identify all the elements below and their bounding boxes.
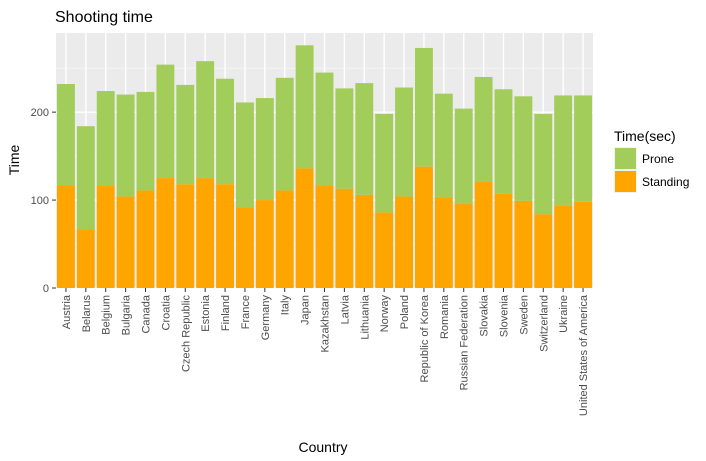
bar-prone-ukraine [554,95,573,206]
x-tick-label: Russian Federation [459,295,471,390]
bar-prone-japan [295,45,314,169]
x-tick-label: Lithuania [359,294,371,340]
bar-prone-estonia [196,61,215,179]
x-tick-label: Croatia [160,294,172,330]
bar-standing-germany [255,200,274,288]
bar-standing-norway [375,212,394,288]
bar-standing-republic-of-korea [414,166,433,288]
x-tick-label: Japan [300,295,312,325]
x-tick-label: Bulgaria [121,294,133,335]
y-tick-label: 0 [43,283,49,295]
bar-prone-slovakia [474,76,493,182]
x-tick-label: Switzerland [538,295,550,352]
x-tick-label: Sweden [518,295,530,335]
bar-prone-latvia [335,88,354,189]
legend-swatch-prone [615,148,636,169]
bar-standing-switzerland [534,214,553,288]
bar-standing-ukraine [554,205,573,288]
legend-label-standing: Standing [642,175,689,189]
bar-prone-republic-of-korea [414,47,433,167]
bar-prone-kazakhstan [315,72,334,186]
x-axis-label: Country [298,439,347,455]
bar-prone-norway [375,113,394,213]
x-tick-label: Canada [141,294,153,333]
x-tick-label: Belarus [81,295,93,333]
bar-standing-kazakhstan [315,185,334,288]
x-tick-label: Republic of Korea [419,294,431,382]
bar-prone-poland [395,87,414,197]
legend: Time(sec) Prone Standing [614,128,689,193]
bar-prone-slovenia [494,89,513,194]
x-tick-label: Slovakia [479,294,491,336]
bar-prone-bulgaria [116,94,135,197]
y-axis: 0 100 200 [31,107,56,295]
x-tick-label: Czech Republic [180,295,192,373]
bar-prone-germany [255,98,274,201]
bar-standing-japan [295,168,314,288]
bar-prone-sweden [514,96,533,201]
bar-prone-belarus [76,126,95,230]
bars [56,45,593,288]
bar-standing-croatia [156,178,175,288]
x-tick-label: Estonia [200,294,212,332]
x-axis: Austria Belarus Belgium Bulgaria Canada Croat… [61,288,590,416]
bar-standing-italy [275,190,294,288]
bar-prone-russian-federation [454,108,473,204]
x-tick-label: United States of America [578,294,590,416]
bar-standing-belgium [96,185,115,288]
bar-standing-finland [216,184,235,288]
x-tick-label: Italy [280,295,292,316]
bar-standing-canada [136,190,155,288]
bar-prone-italy [275,77,294,191]
y-tick-label: 100 [31,195,49,207]
bar-prone-belgium [96,91,115,186]
bar-prone-united-states-of-america [574,95,593,202]
x-tick-label: Latvia [339,294,351,324]
bar-standing-united-states-of-america [574,201,593,288]
bar-standing-austria [56,185,75,288]
x-tick-label: Germany [260,295,272,341]
bar-standing-poland [395,196,414,288]
x-tick-label: Ukraine [558,295,570,333]
bar-standing-estonia [196,178,215,288]
bar-prone-france [235,102,254,208]
bar-prone-finland [216,78,235,185]
chart-title: Shooting time [55,9,153,26]
x-tick-label: Slovenia [499,294,511,337]
bar-standing-romania [434,197,453,288]
y-tick-label: 200 [31,107,49,119]
bar-standing-sweden [514,200,533,288]
x-tick-label: Norway [379,295,391,333]
x-tick-label: France [240,295,252,329]
bar-standing-czech-republic [176,184,195,288]
bar-prone-switzerland [534,113,553,215]
bar-standing-lithuania [355,194,374,288]
y-axis-label: Time [6,144,22,175]
x-tick-label: Finland [220,295,232,331]
x-tick-label: Romania [439,294,451,339]
legend-title: Time(sec) [614,128,676,144]
bar-standing-slovenia [494,193,513,288]
legend-label-prone: Prone [642,152,674,166]
bar-standing-france [235,207,254,288]
bar-standing-slovakia [474,181,493,288]
bar-prone-canada [136,91,155,191]
bar-standing-russian-federation [454,203,473,288]
bar-standing-latvia [335,188,354,288]
bar-prone-croatia [156,64,175,179]
bar-prone-lithuania [355,83,374,195]
x-tick-label: Belgium [101,295,113,335]
bar-standing-bulgaria [116,196,135,288]
bar-standing-belarus [76,229,95,288]
bar-prone-czech-republic [176,84,195,185]
bar-prone-austria [56,84,75,186]
x-tick-label: Austria [61,294,73,329]
x-tick-label: Kazakhstan [320,295,332,352]
x-tick-label: Poland [399,295,411,329]
bar-prone-romania [434,93,453,198]
legend-swatch-standing [615,171,636,192]
